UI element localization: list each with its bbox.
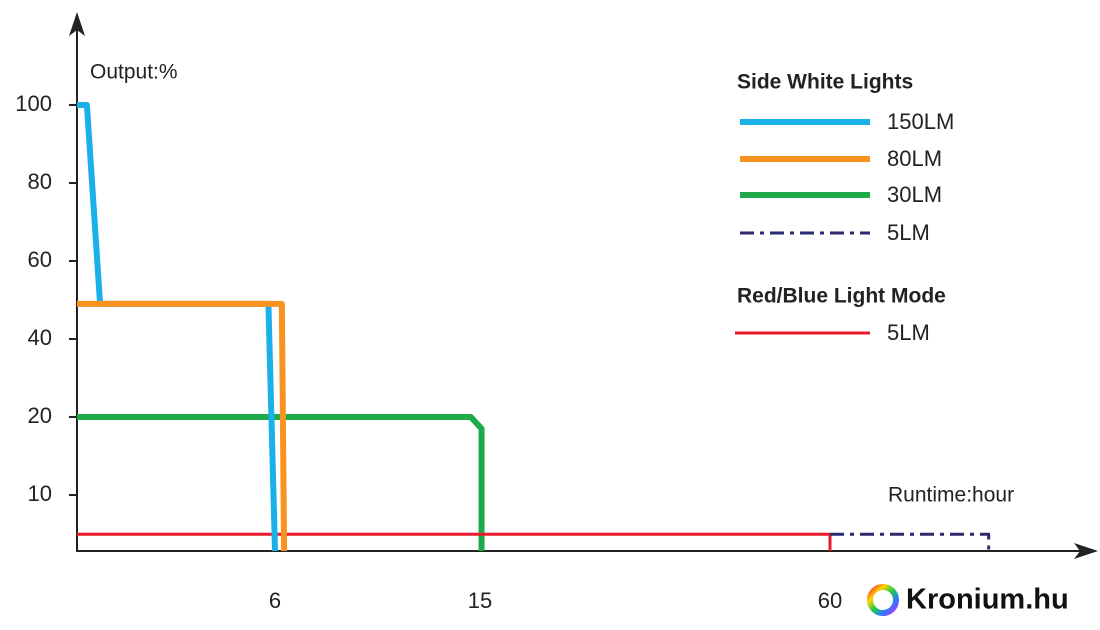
y-tick-label: 20 <box>28 403 52 428</box>
series-line <box>77 532 832 551</box>
y-axis-label: Output:% <box>90 61 178 84</box>
legend-label: 150LM <box>887 109 954 134</box>
legend-label: 80LM <box>887 146 942 171</box>
watermark-logo <box>867 584 899 616</box>
series-line <box>830 532 991 551</box>
legend-label: 30LM <box>887 182 942 207</box>
legend: Side White Lights Red/Blue Light Mode 150L… <box>735 71 954 345</box>
y-arrow <box>69 12 85 36</box>
series-line <box>77 102 278 552</box>
y-tick-label: 40 <box>28 325 52 350</box>
legend-label: 5LM <box>887 320 930 345</box>
x-tick-label: 6 <box>269 588 281 613</box>
legend-label: 5LM <box>887 220 930 245</box>
x-axis-label: Runtime:hour <box>888 484 1014 507</box>
legend-title: Red/Blue Light Mode <box>737 285 946 308</box>
y-tick-label: 60 <box>28 247 52 272</box>
watermark-bg <box>862 578 1092 624</box>
series-line <box>77 414 485 551</box>
plot: 10204060801006156090 <box>15 91 1012 613</box>
x-tick-label: 60 <box>818 588 842 613</box>
legend-title: Side White Lights <box>737 71 913 94</box>
x-tick-label: 15 <box>468 588 492 613</box>
y-tick-label: 80 <box>28 169 52 194</box>
watermark: Kronium.hu <box>862 578 1092 624</box>
y-tick-label: 100 <box>15 91 52 116</box>
y-tick-label: 10 <box>28 481 52 506</box>
x-arrow <box>1074 543 1098 559</box>
series-line <box>77 300 288 552</box>
watermark-text: Kronium.hu <box>906 584 1069 616</box>
